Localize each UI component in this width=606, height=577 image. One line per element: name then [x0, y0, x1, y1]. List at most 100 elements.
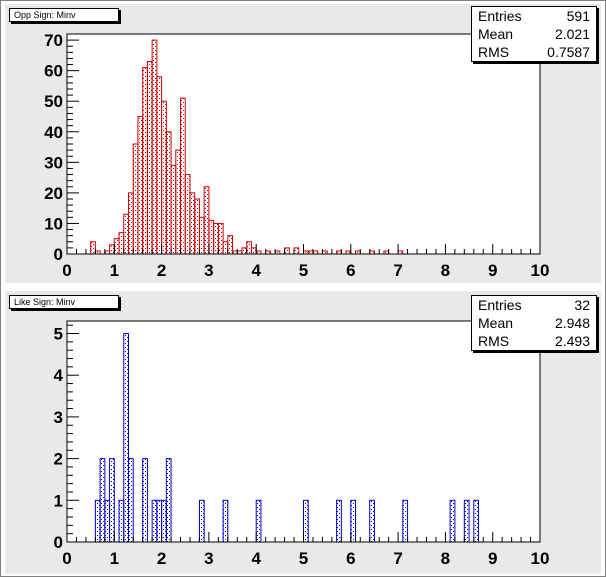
histogram-bar: [127, 458, 134, 543]
histogram-bar: [189, 192, 196, 255]
histogram-bar: [94, 499, 101, 543]
histogram-opp-sign[interactable]: 0 1 2 3 4 5 6 7 8 9 10 0 10 20 30 40 50 60 70: [5, 4, 601, 283]
stats-label: Mean: [478, 315, 514, 331]
histogram-bar: [350, 499, 357, 543]
x-tick-label: 3: [204, 261, 213, 280]
histogram-bar: [118, 232, 125, 255]
histogram-bar: [161, 499, 167, 543]
histogram-bar: [165, 458, 172, 543]
histogram-bar: [293, 247, 300, 255]
x-tick-label: 4: [251, 261, 261, 280]
histogram-bar: [123, 333, 129, 543]
histogram-bar: [127, 192, 134, 255]
histogram-bar: [109, 458, 115, 543]
histogram-bar: [208, 219, 215, 255]
histogram-bar: [198, 216, 205, 255]
histogram-bar: [151, 499, 158, 543]
y-tick-label: 10: [44, 214, 63, 233]
histogram-bar: [156, 499, 163, 543]
histogram-bar: [369, 499, 375, 543]
x-tick-label: 8: [441, 549, 450, 568]
histogram-bar: [109, 244, 115, 255]
histogram-bar: [142, 458, 148, 543]
stats-row-mean: Mean 2.021: [472, 25, 596, 43]
stats-rms-value: 2.493: [554, 333, 590, 349]
y-tick-label: 60: [44, 62, 63, 81]
stats-entries-value: 591: [566, 8, 590, 24]
histogram-bar: [180, 97, 186, 255]
x-tick-label: 0: [62, 261, 71, 280]
x-tick-label: 1: [110, 261, 119, 280]
x-tick-label: 8: [441, 261, 450, 280]
y-tick-label: 5: [54, 325, 63, 344]
y-tick-label: 0: [54, 245, 63, 264]
histogram-bar: [303, 499, 309, 543]
x-tick-label: 6: [346, 261, 355, 280]
histogram-bar: [463, 499, 470, 543]
x-tick-label: 2: [157, 261, 166, 280]
x-tick-label: 7: [393, 549, 402, 568]
histogram-bar: [402, 499, 409, 543]
histogram-bar: [449, 499, 456, 543]
pad-opp-sign[interactable]: Opp Sign: Minv 0 1 2 3 4 5 6 7 8 9 10 0 10 20 30 40 50 60…: [5, 4, 601, 283]
histogram-bar: [170, 164, 177, 255]
x-tick-label: 6: [346, 549, 355, 568]
histogram-bar: [246, 241, 252, 255]
stats-row-entries: Entries 591: [472, 7, 596, 25]
stats-label: RMS: [478, 333, 510, 349]
histogram-bar: [241, 247, 248, 255]
y-tick-label: 40: [44, 123, 63, 142]
histogram-bar: [123, 213, 129, 255]
histogram-bar: [250, 247, 257, 255]
pad-like-sign[interactable]: Like Sign: Minv 0 1 2 3 4 5 6 7 8 9 10 0 1 2 3 4 5 Entri…: [5, 291, 601, 574]
histogram-bar: [222, 241, 229, 255]
histogram-bar: [118, 499, 125, 543]
histogram-bar: [90, 241, 96, 255]
stats-label: RMS: [478, 44, 510, 60]
stats-row-rms: RMS 2.493: [472, 332, 596, 350]
histogram-bar: [336, 499, 342, 543]
y-tick-label: 2: [54, 450, 63, 469]
y-tick-label: 50: [44, 92, 63, 111]
stats-box: Entries 591 Mean 2.021 RMS 0.7587: [471, 6, 597, 62]
x-tick-label: 10: [531, 261, 550, 280]
histogram-bar: [156, 76, 163, 255]
histogram-bar: [165, 131, 172, 255]
y-tick-label: 30: [44, 153, 63, 172]
histogram-bar: [222, 499, 229, 543]
x-tick-label: 0: [62, 549, 71, 568]
stats-mean-value: 2.021: [554, 26, 590, 42]
y-tick-label: 0: [54, 533, 63, 552]
histogram-bar: [473, 499, 480, 543]
x-tick-label: 10: [531, 549, 550, 568]
stats-mean-value: 2.948: [554, 315, 590, 331]
histogram-bar: [284, 247, 290, 255]
histogram-bar: [99, 458, 106, 543]
histogram-bar: [142, 67, 148, 255]
x-tick-label: 4: [251, 549, 261, 568]
histogram-bar: [104, 499, 111, 543]
x-tick-label: 3: [204, 549, 213, 568]
stats-row-rms: RMS 0.7587: [472, 43, 596, 61]
histogram-bar: [198, 499, 205, 543]
x-tick-label: 9: [488, 261, 497, 280]
histogram-bar: [194, 198, 200, 255]
pad-title: Like Sign: Minv: [9, 295, 119, 309]
x-tick-label: 5: [299, 549, 308, 568]
stats-label: Entries: [478, 297, 522, 313]
histogram-bar: [227, 235, 234, 255]
x-tick-label: 2: [157, 549, 166, 568]
histogram-like-sign[interactable]: 0 1 2 3 4 5 6 7 8 9 10 0 1 2 3 4 5: [5, 291, 601, 574]
histogram-bar: [113, 238, 120, 255]
histogram-bar: [175, 149, 182, 255]
histogram-bar: [217, 222, 224, 255]
stats-entries-value: 32: [574, 297, 590, 313]
y-tick-label: 4: [54, 366, 64, 385]
stats-label: Entries: [478, 8, 522, 24]
x-tick-label: 9: [488, 549, 497, 568]
stats-box: Entries 32 Mean 2.948 RMS 2.493: [471, 295, 597, 351]
histogram-bar: [213, 222, 219, 255]
histogram-bar: [203, 186, 210, 255]
stats-row-entries: Entries 32: [472, 296, 596, 314]
